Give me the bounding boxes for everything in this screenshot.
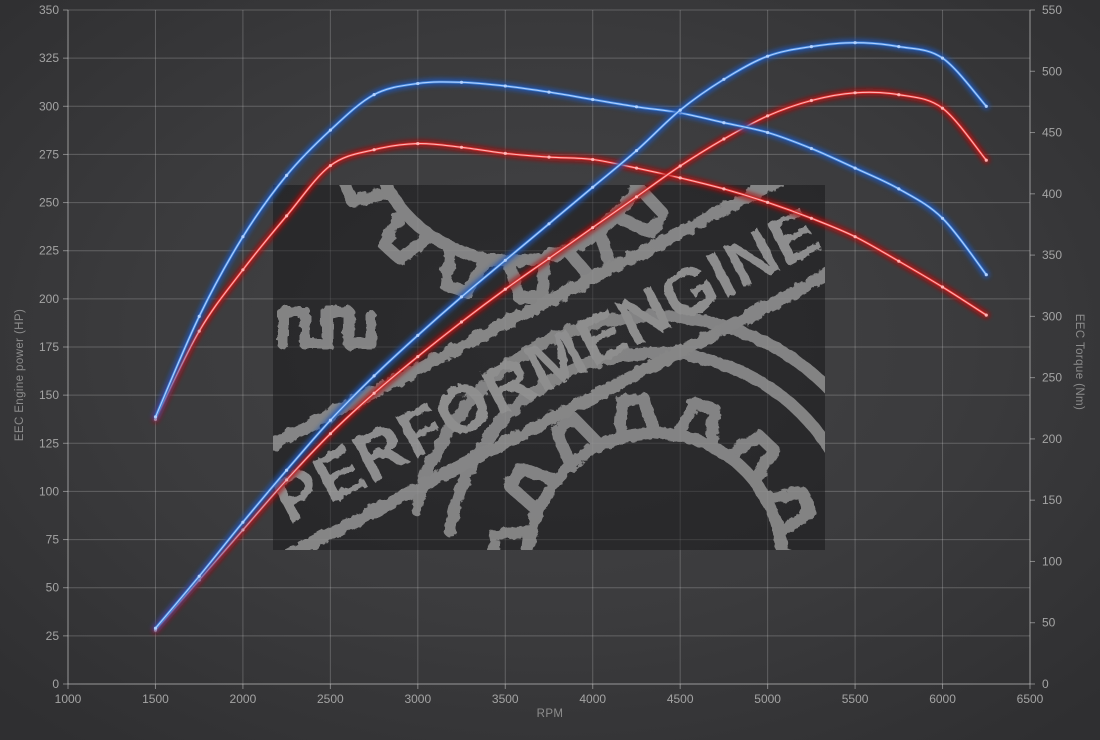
right-tick-label: 300	[1042, 309, 1062, 323]
gridlines	[67, 9, 1031, 685]
x-axis-title: RPM	[536, 708, 564, 720]
left-tick-label: 200	[39, 292, 59, 306]
left-tick-label: 25	[46, 629, 60, 643]
left-tick-label: 350	[39, 3, 59, 17]
left-tick-label: 175	[39, 340, 59, 354]
left-axis-title: EEC Engine power (HP)	[14, 308, 26, 442]
right-tick-label: 550	[1042, 3, 1062, 17]
left-tick-label: 50	[46, 581, 60, 595]
left-tick-label: 250	[39, 196, 59, 210]
right-axis-title: EEC Torque (Nm)	[1073, 313, 1085, 411]
x-tick-label: 5000	[754, 692, 781, 706]
x-tick-label: 6500	[1017, 692, 1044, 706]
right-tick-label: 350	[1042, 248, 1062, 262]
x-tick-label: 2000	[230, 692, 257, 706]
left-tick-label: 75	[46, 533, 60, 547]
right-tick-label: 0	[1042, 677, 1049, 691]
tick-labels: 0 25 50 75 100 125 150 175 200 225 250 275 300 325 350…	[39, 3, 1062, 706]
watermark-bar-bottom	[273, 205, 825, 550]
x-tick-label: 3500	[492, 692, 519, 706]
x-tick-label: 6000	[929, 692, 956, 706]
right-tick-label: 200	[1042, 432, 1062, 446]
right-tick-label: 50	[1042, 616, 1056, 630]
left-tick-label: 300	[39, 99, 59, 113]
x-tick-label: 2500	[317, 692, 344, 706]
right-tick-label: 100	[1042, 554, 1062, 568]
right-tick-label: 150	[1042, 493, 1062, 507]
left-tick-label: 100	[39, 484, 59, 498]
left-tick-label: 125	[39, 436, 59, 450]
axis-ticks	[63, 9, 1035, 689]
x-tick-label: 4000	[579, 692, 606, 706]
gear-icon	[487, 392, 817, 550]
left-tick-label: 0	[52, 677, 59, 691]
curve-power-stock-red	[152, 88, 990, 634]
left-tick-label: 150	[39, 388, 59, 402]
x-tick-label: 3000	[404, 692, 431, 706]
left-tick-label: 275	[39, 147, 59, 161]
right-tick-label: 500	[1042, 64, 1062, 78]
right-tick-label: 400	[1042, 187, 1062, 201]
x-tick-label: 1500	[142, 692, 169, 706]
left-tick-label: 325	[39, 51, 59, 65]
curve-torque-tuned-blue	[152, 78, 990, 421]
curve-power-tuned-blue	[152, 39, 990, 632]
right-tick-label: 450	[1042, 126, 1062, 140]
left-tick-label: 225	[39, 244, 59, 258]
x-tick-label: 5500	[842, 692, 869, 706]
x-tick-label: 4500	[667, 692, 694, 706]
x-tick-label: 1000	[55, 692, 82, 706]
spring-squiggle-icon	[277, 306, 377, 350]
right-tick-label: 250	[1042, 371, 1062, 385]
